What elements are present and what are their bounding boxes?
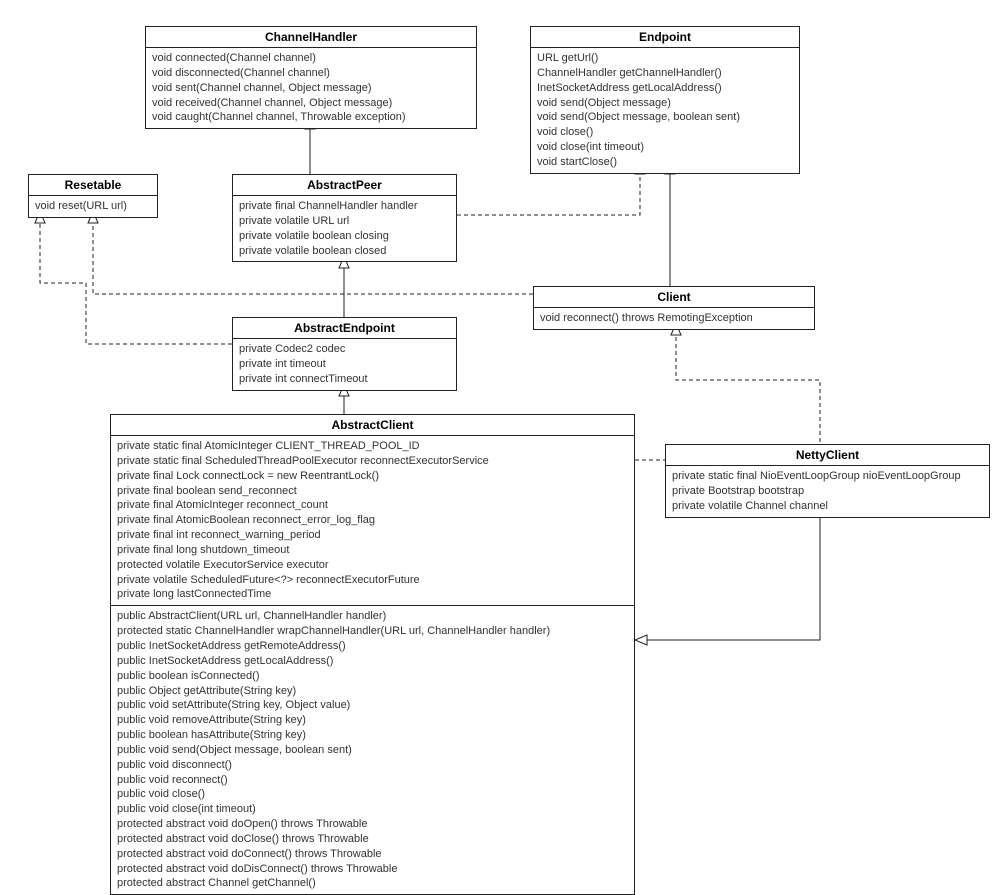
class-member: public void send(Object message, boolean… <box>117 743 628 758</box>
class-member: void received(Channel channel, Object me… <box>152 96 470 111</box>
class-member: public boolean hasAttribute(String key) <box>117 728 628 743</box>
class-box-endpoint: EndpointURL getUrl()ChannelHandler getCh… <box>530 26 800 174</box>
class-member: private volatile URL url <box>239 214 450 229</box>
class-member: public InetSocketAddress getRemoteAddres… <box>117 639 628 654</box>
class-section: private Codec2 codecprivate int timeoutp… <box>233 339 456 390</box>
class-box-abstractendpoint: AbstractEndpointprivate Codec2 codecpriv… <box>232 317 457 391</box>
class-member: protected abstract void doDisConnect() t… <box>117 862 628 877</box>
class-member: private int connectTimeout <box>239 372 450 387</box>
class-member: private Codec2 codec <box>239 342 450 357</box>
class-title: AbstractEndpoint <box>233 318 456 339</box>
class-member: public boolean isConnected() <box>117 669 628 684</box>
class-member: public void reconnect() <box>117 773 628 788</box>
class-member: private long lastConnectedTime <box>117 587 628 602</box>
class-member: private static final NioEventLoopGroup n… <box>672 469 983 484</box>
class-member: void send(Object message) <box>537 96 793 111</box>
class-member: protected abstract void doClose() throws… <box>117 832 628 847</box>
class-member: URL getUrl() <box>537 51 793 66</box>
class-member: private volatile Channel channel <box>672 499 983 514</box>
class-box-abstractclient: AbstractClient private static final Atomi… <box>110 414 635 895</box>
class-member: public InetSocketAddress getLocalAddress… <box>117 654 628 669</box>
class-member: void close() <box>537 125 793 140</box>
class-member: public void close(int timeout) <box>117 802 628 817</box>
class-member: protected volatile ExecutorService execu… <box>117 558 628 573</box>
class-member: private static final AtomicInteger CLIEN… <box>117 439 628 454</box>
class-member: void reset(URL url) <box>35 199 151 214</box>
class-title: AbstractPeer <box>233 175 456 196</box>
class-member: protected abstract void doConnect() thro… <box>117 847 628 862</box>
class-member: void reconnect() throws RemotingExceptio… <box>540 311 808 326</box>
class-member: private volatile boolean closing <box>239 229 450 244</box>
class-member: private volatile ScheduledFuture<?> reco… <box>117 573 628 588</box>
class-member: void caught(Channel channel, Throwable e… <box>152 110 470 125</box>
class-member: void close(int timeout) <box>537 140 793 155</box>
class-member: public Object getAttribute(String key) <box>117 684 628 699</box>
class-section: void connected(Channel channel)void disc… <box>146 48 476 128</box>
class-member: private static final ScheduledThreadPool… <box>117 454 628 469</box>
uml-edge <box>40 211 232 344</box>
class-member: private final ChannelHandler handler <box>239 199 450 214</box>
uml-edge <box>635 511 820 640</box>
class-member: private final long shutdown_timeout <box>117 543 628 558</box>
class-member: private final int reconnect_warning_peri… <box>117 528 628 543</box>
class-member: public void close() <box>117 787 628 802</box>
class-member: public void disconnect() <box>117 758 628 773</box>
class-title: AbstractClient <box>111 415 634 436</box>
class-member: private final boolean send_reconnect <box>117 484 628 499</box>
class-member: void disconnected(Channel channel) <box>152 66 470 81</box>
class-member: private final AtomicBoolean reconnect_er… <box>117 513 628 528</box>
class-title: Resetable <box>29 175 157 196</box>
class-member: void sent(Channel channel, Object messag… <box>152 81 470 96</box>
class-section: private static final NioEventLoopGroup n… <box>666 466 989 517</box>
class-section: private static final AtomicInteger CLIEN… <box>111 436 634 606</box>
class-member: private final Lock connectLock = new Ree… <box>117 469 628 484</box>
class-box-channelhandler: ChannelHandlervoid connected(Channel cha… <box>145 26 477 129</box>
class-section: private final ChannelHandler handlerpriv… <box>233 196 456 261</box>
class-member: void send(Object message, boolean sent) <box>537 110 793 125</box>
class-member: InetSocketAddress getLocalAddress() <box>537 81 793 96</box>
class-member: protected static ChannelHandler wrapChan… <box>117 624 628 639</box>
class-member: ChannelHandler getChannelHandler() <box>537 66 793 81</box>
class-title: NettyClient <box>666 445 989 466</box>
uml-edge <box>635 323 820 460</box>
class-title: Endpoint <box>531 27 799 48</box>
class-section: URL getUrl()ChannelHandler getChannelHan… <box>531 48 799 173</box>
class-member: void connected(Channel channel) <box>152 51 470 66</box>
class-title: Client <box>534 287 814 308</box>
class-member: public void setAttribute(String key, Obj… <box>117 698 628 713</box>
class-box-client: Client void reconnect() throws RemotingEx… <box>533 286 815 330</box>
class-section: public AbstractClient(URL url, ChannelHa… <box>111 606 634 894</box>
class-section: void reset(URL url) <box>29 196 157 217</box>
class-member: private final AtomicInteger reconnect_co… <box>117 498 628 513</box>
class-member: void startClose() <box>537 155 793 170</box>
class-member: private int timeout <box>239 357 450 372</box>
class-member: public void removeAttribute(String key) <box>117 713 628 728</box>
class-box-resetable: Resetable void reset(URL url) <box>28 174 158 218</box>
class-box-abstractpeer: AbstractPeerprivate final ChannelHandler… <box>232 174 457 262</box>
class-box-nettyclient: NettyClient private static final NioEvent… <box>665 444 990 518</box>
class-member: protected abstract void doOpen() throws … <box>117 817 628 832</box>
class-section: void reconnect() throws RemotingExceptio… <box>534 308 814 329</box>
class-member: public AbstractClient(URL url, ChannelHa… <box>117 609 628 624</box>
class-title: ChannelHandler <box>146 27 476 48</box>
class-member: private Bootstrap bootstrap <box>672 484 983 499</box>
class-member: protected abstract Channel getChannel() <box>117 876 628 891</box>
class-member: private volatile boolean closed <box>239 244 450 259</box>
